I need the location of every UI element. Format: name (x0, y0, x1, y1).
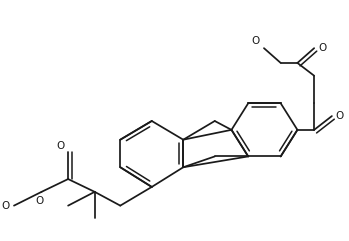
Text: O: O (2, 201, 10, 211)
Text: O: O (252, 36, 260, 46)
Text: O: O (318, 43, 326, 53)
Text: O: O (36, 196, 44, 206)
Text: O: O (56, 141, 64, 151)
Text: O: O (336, 111, 344, 121)
